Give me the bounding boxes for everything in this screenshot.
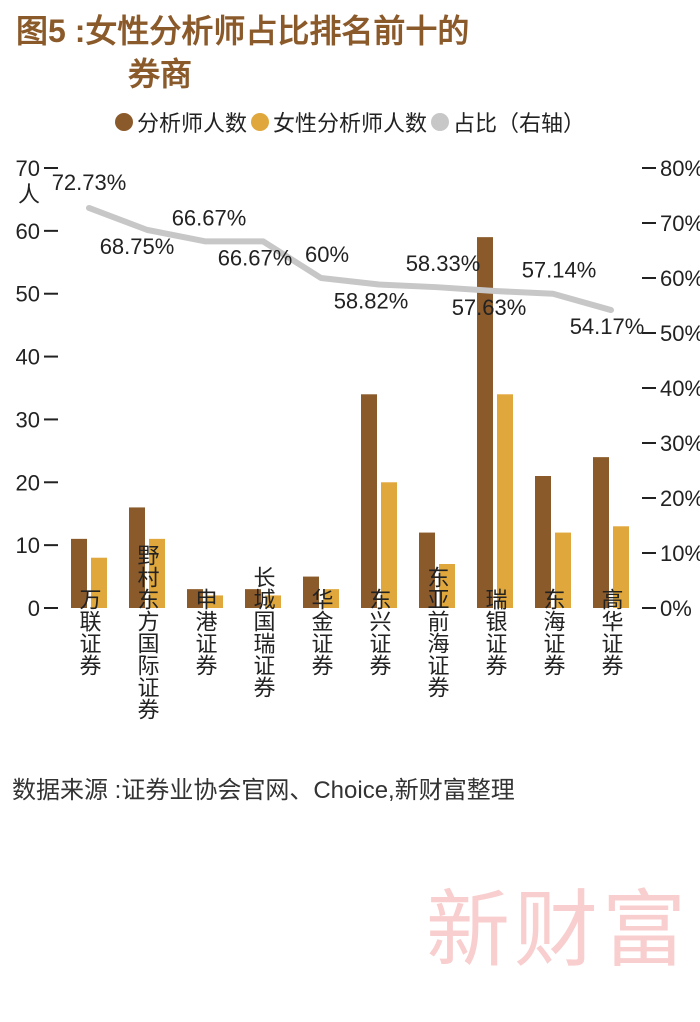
legend-item-female: 女性分析师人数	[251, 106, 427, 138]
legend-item-total: 分析师人数	[115, 106, 247, 138]
svg-text:70%: 70%	[660, 211, 700, 236]
ratio-label: 68.75%	[100, 234, 175, 259]
svg-text:70: 70	[16, 156, 40, 181]
svg-text:50%: 50%	[660, 321, 700, 346]
x-label: 东海证券	[541, 588, 566, 676]
legend-label-female: 女性分析师人数	[273, 106, 427, 138]
svg-text:人: 人	[18, 182, 40, 207]
ratio-label: 57.14%	[522, 258, 597, 283]
x-label: 高华证券	[599, 588, 624, 676]
bar-total	[361, 395, 377, 609]
svg-text:30: 30	[16, 408, 40, 433]
chart-svg: 0 10 20 30 40 50 60 70人 0% 10% 20% 30% 40% 50% 60% 70% 8…	[0, 138, 700, 758]
x-label: 万联证券	[77, 588, 102, 676]
x-label: 东亚前海证券	[425, 566, 450, 698]
chart-area: 0 10 20 30 40 50 60 70人 0% 10% 20% 30% 40% 50% 60% 70% 8…	[0, 138, 700, 758]
ratio-label: 58.82%	[334, 289, 409, 314]
legend-dot-total	[115, 113, 133, 131]
svg-text:30%: 30%	[660, 431, 700, 456]
ratio-label: 66.67%	[218, 246, 293, 271]
ratio-label: 72.73%	[52, 170, 127, 195]
legend-label-total: 分析师人数	[137, 106, 247, 138]
x-label: 瑞银证券	[483, 588, 508, 676]
legend-label-ratio: 占比（右轴）	[453, 106, 585, 138]
svg-text:50: 50	[16, 282, 40, 307]
watermark: 新财富	[426, 863, 690, 984]
x-label: 长城国瑞证券	[251, 566, 276, 698]
svg-text:20%: 20%	[660, 486, 700, 511]
svg-text:60: 60	[16, 219, 40, 244]
svg-text:60%: 60%	[660, 266, 700, 291]
bar-total	[593, 458, 609, 609]
legend: 分析师人数 女性分析师人数 占比（右轴）	[0, 106, 700, 138]
svg-text:20: 20	[16, 471, 40, 496]
ratio-label: 57.63%	[452, 295, 527, 320]
svg-text:10%: 10%	[660, 541, 700, 566]
title-line1: 图5 :女性分析师占比排名前十的	[16, 13, 469, 49]
x-label: 野村东方国际证券	[135, 544, 160, 720]
ratio-label: 54.17%	[570, 314, 645, 339]
svg-text:10: 10	[16, 534, 40, 559]
legend-item-ratio: 占比（右轴）	[431, 106, 585, 138]
data-source: 数据来源 :证券业协会官网、Choice,新财富整理	[0, 758, 700, 805]
svg-text:0%: 0%	[660, 596, 692, 621]
ratio-label: 60%	[305, 242, 349, 267]
ratio-label: 58.33%	[406, 252, 481, 277]
chart-title: 图5 :女性分析师占比排名前十的 券商	[0, 0, 700, 96]
title-line2: 券商	[16, 56, 192, 92]
ratio-label: 66.67%	[172, 206, 247, 231]
x-label: 华金证券	[309, 588, 334, 676]
legend-dot-female	[251, 113, 269, 131]
x-label: 申港证券	[193, 588, 218, 676]
legend-dot-ratio	[431, 113, 449, 131]
svg-text:80%: 80%	[660, 156, 700, 181]
bar-female	[497, 395, 513, 609]
x-label: 东兴证券	[367, 588, 392, 676]
svg-text:40%: 40%	[660, 376, 700, 401]
svg-text:40: 40	[16, 345, 40, 370]
svg-text:0: 0	[28, 596, 40, 621]
